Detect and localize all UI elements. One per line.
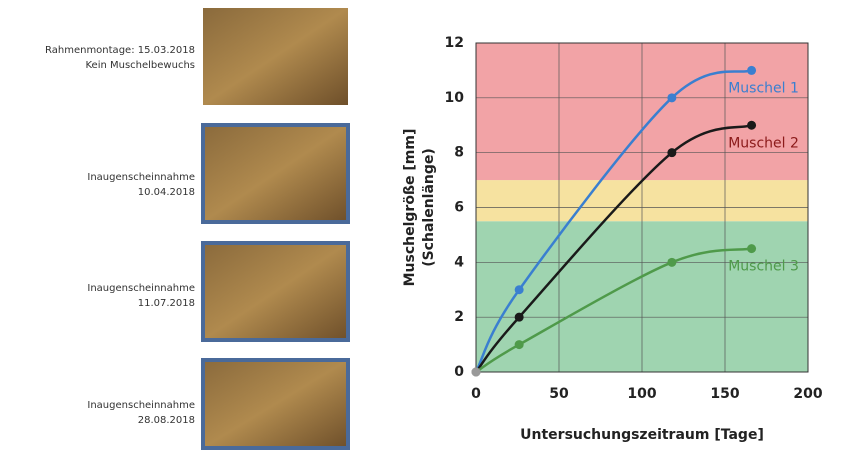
data-point <box>472 368 481 377</box>
series-label: Muschel 2 <box>728 135 799 151</box>
data-point <box>747 66 756 75</box>
photo <box>203 243 348 340</box>
page: Rahmenmontage: 15.03.2018 Kein Muschelbew… <box>0 0 851 450</box>
data-point <box>747 121 756 130</box>
photo-caption: Inaugenscheinnahme <box>87 400 195 411</box>
photos <box>203 8 348 448</box>
photo-caption: Kein Muschelbewuchs <box>85 60 195 71</box>
y-axis-title: (Schalenlänge) <box>421 148 437 267</box>
photo-caption: 10.04.2018 <box>138 187 195 198</box>
x-tick-label: 200 <box>793 386 822 402</box>
y-tick-label: 6 <box>454 200 464 216</box>
photo-caption: Inaugenscheinnahme <box>87 172 195 183</box>
data-point <box>515 340 524 349</box>
x-tick-label: 0 <box>471 386 481 402</box>
data-point <box>667 258 676 267</box>
y-tick-label: 4 <box>454 254 464 270</box>
series-label: Muschel 3 <box>728 259 799 275</box>
data-point <box>515 313 524 322</box>
data-point <box>667 148 676 157</box>
y-tick-label: 0 <box>454 364 464 380</box>
photo-caption: 11.07.2018 <box>138 298 195 309</box>
data-point <box>667 93 676 102</box>
x-tick-label: 50 <box>549 386 569 402</box>
photo <box>203 125 348 222</box>
photo-caption: Inaugenscheinnahme <box>87 283 195 294</box>
data-point <box>515 285 524 294</box>
y-tick-label: 2 <box>454 309 464 325</box>
y-tick-label: 12 <box>445 35 464 51</box>
photo <box>203 8 348 105</box>
y-tick-label: 10 <box>445 90 465 106</box>
photo <box>203 360 348 448</box>
y-axis-title: Muschelgröße [mm] <box>402 129 418 287</box>
data-point <box>747 244 756 253</box>
photo-caption: 28.08.2018 <box>138 415 195 426</box>
series-label: Muschel 1 <box>728 80 799 96</box>
x-tick-label: 100 <box>627 386 656 402</box>
x-axis-title: Untersuchungszeitraum [Tage] <box>520 427 764 443</box>
y-tick-label: 8 <box>454 145 464 161</box>
photo-caption: Rahmenmontage: 15.03.2018 <box>45 45 195 56</box>
x-tick-label: 150 <box>710 386 739 402</box>
